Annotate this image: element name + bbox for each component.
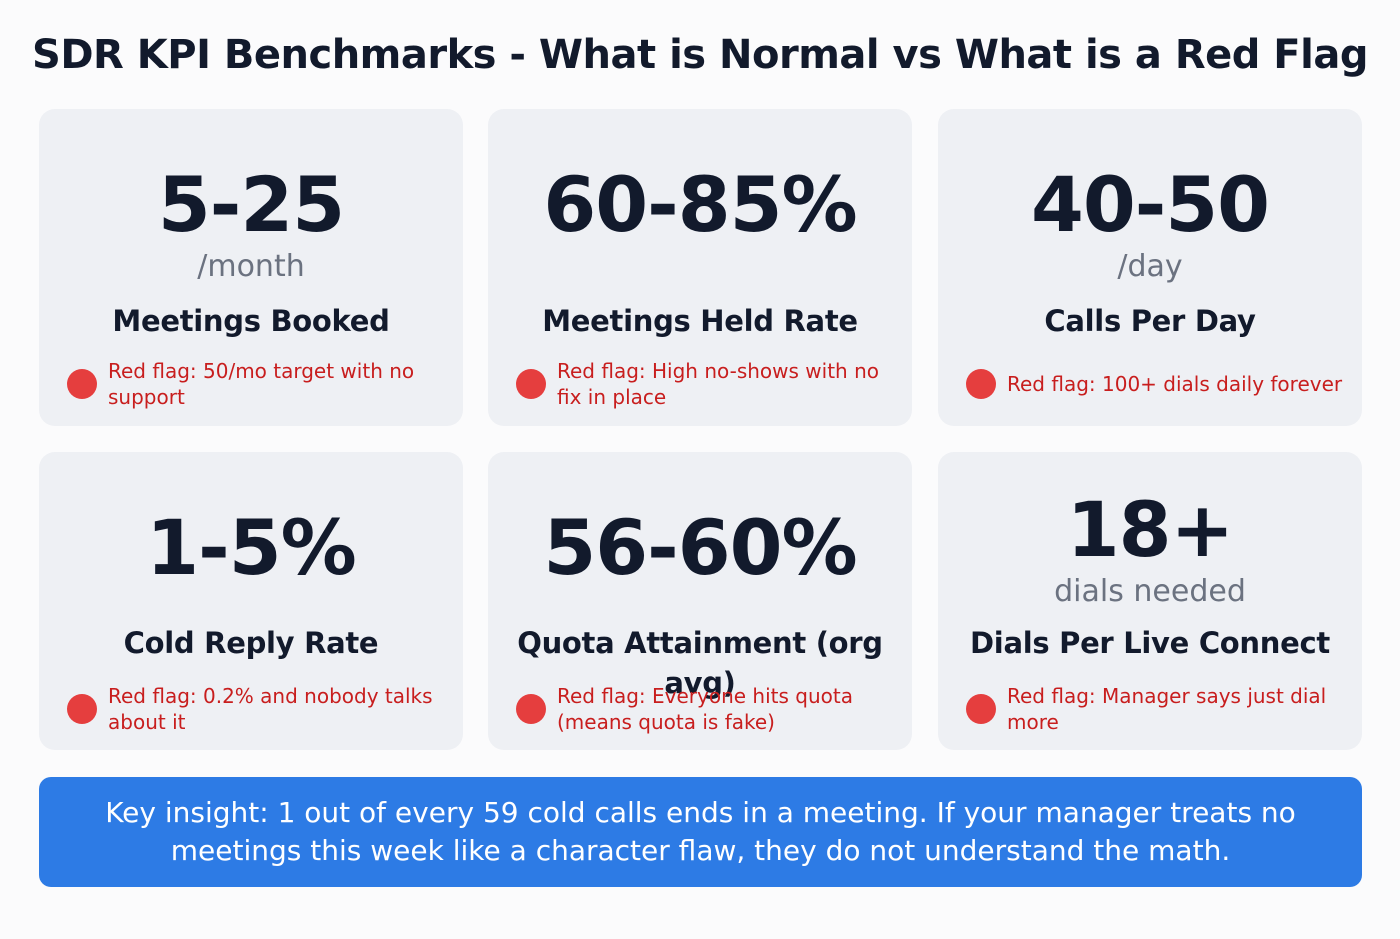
red-flag-dot — [966, 694, 996, 724]
red-flag-text: Red flag: 50/mo target with no support — [108, 359, 415, 409]
kpi-card: 60-85% Meetings Held Rate Red flag: High n… — [488, 109, 912, 426]
kpi-label: Cold Reply Rate — [123, 626, 379, 660]
title: SDR KPI Benchmarks - What is Normal vs W… — [32, 32, 1368, 78]
kpi-value: 18+ — [1066, 485, 1234, 574]
kpi-unit: /month — [197, 249, 305, 284]
kpi-card: 1-5% Cold Reply Rate Red flag: 0.2% and no… — [39, 452, 463, 750]
red-flag-dot — [516, 369, 546, 399]
kpi-card: 40-50/day Calls Per Day Red flag: 100+ dia… — [938, 109, 1362, 426]
kpi-label: Meetings Held Rate — [542, 304, 858, 338]
kpi-unit: dials needed — [1054, 574, 1246, 609]
red-flag-text: Red flag: 100+ dials daily forever — [1007, 372, 1343, 396]
kpi-label: Dials Per Live Connect — [970, 626, 1330, 660]
red-flag-text: Red flag: High no-shows with no fix in p… — [557, 359, 879, 409]
insight-banner: Key insight: 1 out of every 59 cold call… — [39, 777, 1362, 887]
red-flag-dot — [516, 694, 546, 724]
red-flag-dot — [67, 694, 97, 724]
kpi-value: 1-5% — [146, 503, 356, 592]
kpi-card: 56-60% Quota Attainment (org avg) Red flag… — [488, 452, 912, 750]
kpi-label: Quota Attainment (org avg) — [517, 626, 883, 700]
kpi-value: 60-85% — [543, 160, 857, 249]
kpi-card: 18+ dials needed Dials Per Live Connect Red… — [938, 452, 1362, 750]
insight-text: Key insight: 1 out of every 59 cold call… — [105, 796, 1296, 867]
kpi-value: 56-60% — [543, 503, 857, 592]
kpi-value: 40-50 — [1030, 160, 1270, 249]
red-flag-text: Red flag: Everyone hits quota (means quo… — [557, 684, 853, 734]
red-flag-dot — [966, 369, 996, 399]
red-flag-text: Red flag: 0.2% and nobody talks about it — [108, 684, 433, 734]
kpi-card: 5-25/month Meetings Booked Red flag: 50/mo… — [39, 109, 463, 426]
red-flag-text: Red flag: Manager says just dial more — [1007, 684, 1327, 734]
red-flag-dot — [67, 369, 97, 399]
kpi-label: Meetings Booked — [112, 304, 390, 338]
kpi-value: 5-25 — [157, 160, 345, 249]
kpi-label: Calls Per Day — [1044, 304, 1256, 338]
kpi-unit: /day — [1117, 249, 1183, 284]
